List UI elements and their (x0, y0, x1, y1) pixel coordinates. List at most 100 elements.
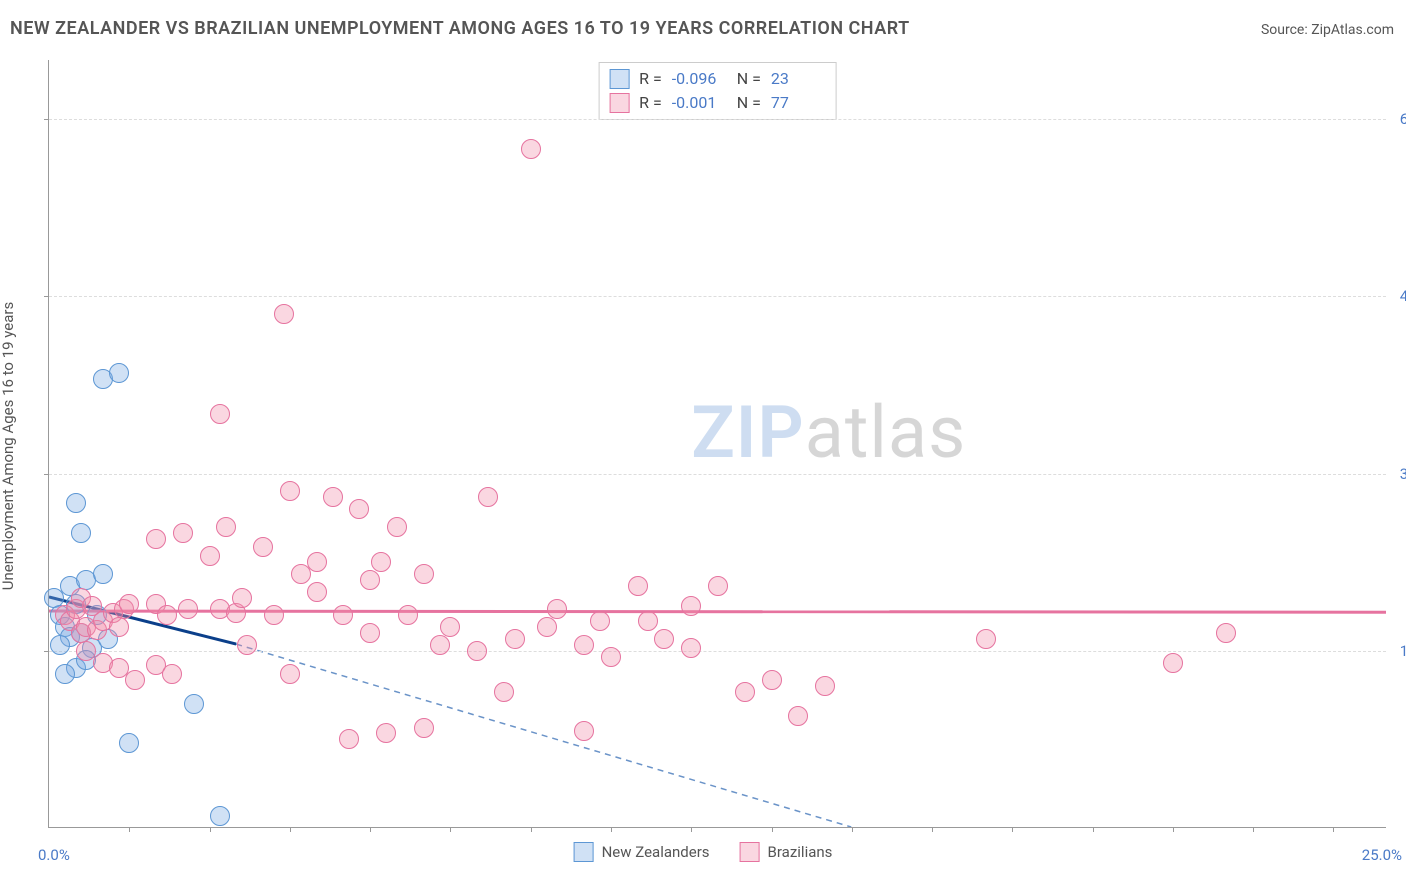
stat-value-r: -0.001 (672, 91, 727, 115)
scatter-point (280, 664, 300, 684)
legend-label: Brazilians (768, 843, 833, 861)
scatter-point (349, 499, 369, 519)
scatter-point (1163, 653, 1183, 673)
scatter-point (232, 588, 252, 608)
trend-line-solid (49, 611, 1386, 612)
stat-label-r: R = (639, 67, 662, 91)
scatter-point (467, 641, 487, 661)
scatter-point (547, 599, 567, 619)
scatter-point (505, 629, 525, 649)
scatter-point (681, 638, 701, 658)
scatter-point (274, 304, 294, 324)
legend-swatch (574, 842, 594, 862)
x-tick-mark (129, 827, 130, 832)
x-tick-mark (531, 827, 532, 832)
x-axis-min-label: 0.0% (38, 846, 70, 864)
y-tick-label: 15.0% (1400, 642, 1406, 660)
scatter-point (590, 611, 610, 631)
gridline-horizontal (49, 119, 1386, 120)
stats-row: R = -0.001 N = 77 (609, 91, 826, 115)
scatter-point (601, 647, 621, 667)
scatter-point (708, 576, 728, 596)
legend-item: Brazilians (740, 842, 833, 862)
x-tick-mark (210, 827, 211, 832)
scatter-point (339, 729, 359, 749)
y-tick-mark (44, 651, 49, 652)
scatter-point (216, 517, 236, 537)
scatter-point (66, 493, 86, 513)
y-tick-mark (44, 119, 49, 120)
x-tick-mark (691, 827, 692, 832)
y-tick-mark (44, 474, 49, 475)
scatter-point (146, 529, 166, 549)
legend-swatch (609, 93, 629, 113)
scatter-point (109, 363, 129, 383)
scatter-point (178, 599, 198, 619)
series-legend: New Zealanders Brazilians (568, 840, 839, 864)
scatter-point (119, 733, 139, 753)
x-tick-mark (611, 827, 612, 832)
y-axis-title: Unemployment Among Ages 16 to 19 years (0, 302, 17, 590)
x-tick-mark (450, 827, 451, 832)
watermark-atlas: atlas (805, 390, 967, 475)
stat-label-n: N = (737, 67, 761, 91)
scatter-point (119, 594, 139, 614)
x-tick-mark (290, 827, 291, 832)
scatter-point (93, 564, 113, 584)
scatter-point (162, 664, 182, 684)
scatter-point (654, 629, 674, 649)
trend-lines-svg (49, 60, 1386, 827)
gridline-horizontal (49, 474, 1386, 475)
y-tick-mark (44, 296, 49, 297)
scatter-point (184, 694, 204, 714)
scatter-point (1216, 623, 1236, 643)
y-tick-label: 30.0% (1400, 465, 1406, 483)
scatter-point (681, 596, 701, 616)
y-tick-label: 45.0% (1400, 287, 1406, 305)
scatter-point (638, 611, 658, 631)
legend-item: New Zealanders (574, 842, 710, 862)
stat-value-n: 23 (771, 67, 826, 91)
watermark: ZIPatlas (691, 390, 966, 475)
scatter-point (574, 721, 594, 741)
stat-label-r: R = (639, 91, 662, 115)
scatter-point (976, 629, 996, 649)
scatter-point (387, 517, 407, 537)
scatter-point (333, 605, 353, 625)
scatter-point (200, 546, 220, 566)
chart-container: NEW ZEALANDER VS BRAZILIAN UNEMPLOYMENT … (0, 0, 1406, 892)
stat-label-n: N = (737, 91, 761, 115)
x-tick-mark (1333, 827, 1334, 832)
correlation-stats-box: R =-0.096N =23R =-0.001N =77 (598, 62, 837, 120)
scatter-point (788, 706, 808, 726)
scatter-point (521, 139, 541, 159)
scatter-point (280, 481, 300, 501)
scatter-point (414, 718, 434, 738)
plot-area: ZIPatlas R =-0.096N =23R =-0.001N =77 15… (48, 60, 1386, 828)
scatter-point (109, 617, 129, 637)
scatter-point (157, 605, 177, 625)
scatter-point (125, 670, 145, 690)
scatter-point (376, 723, 396, 743)
x-axis-max-label: 25.0% (1362, 846, 1402, 864)
scatter-point (360, 623, 380, 643)
scatter-point (815, 676, 835, 696)
stat-value-n: 77 (771, 91, 826, 115)
x-tick-mark (1253, 827, 1254, 832)
scatter-point (55, 664, 75, 684)
scatter-point (71, 523, 91, 543)
scatter-point (307, 552, 327, 572)
source-attribution: Source: ZipAtlas.com (1261, 22, 1394, 38)
legend-swatch (609, 69, 629, 89)
legend-label: New Zealanders (602, 843, 710, 861)
scatter-point (173, 523, 193, 543)
scatter-point (323, 487, 343, 507)
x-tick-mark (1093, 827, 1094, 832)
scatter-point (50, 635, 70, 655)
x-tick-mark (772, 827, 773, 832)
scatter-point (430, 635, 450, 655)
watermark-zip: ZIP (691, 390, 804, 475)
scatter-point (371, 552, 391, 572)
y-tick-label: 60.0% (1400, 110, 1406, 128)
scatter-point (735, 682, 755, 702)
